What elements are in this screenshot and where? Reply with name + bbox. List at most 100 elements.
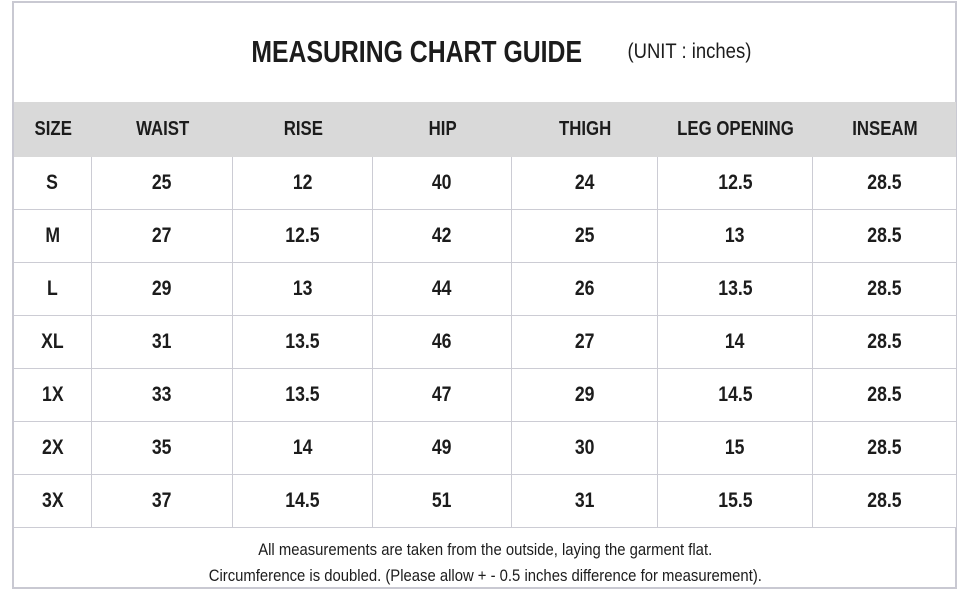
measurement-cell: 33 — [92, 369, 233, 421]
measurement-cell: 49 — [373, 422, 512, 474]
cell-value: 28.5 — [867, 330, 902, 353]
cell-value: 13 — [292, 277, 313, 300]
measurement-cell: 13 — [233, 263, 373, 315]
cell-value: 49 — [432, 436, 452, 459]
cell-value: 40 — [432, 171, 452, 194]
cell-value: 3X — [41, 489, 64, 512]
table-row: S 25 12 40 24 12.5 28.5 — [14, 157, 956, 210]
cell-value: 14 — [292, 436, 313, 459]
measurement-cell: 27 — [92, 210, 233, 262]
table-row: 3X 37 14.5 51 31 15.5 28.5 — [14, 475, 956, 528]
note-line-1-text: All measurements are taken from the outs… — [258, 541, 712, 559]
measurement-cell: 13.5 — [233, 316, 373, 368]
cell-value: 29 — [152, 277, 172, 300]
size-label-cell: M — [14, 210, 92, 262]
cell-value: S — [46, 171, 59, 194]
cell-value: 28.5 — [867, 171, 902, 194]
cell-value: 12 — [292, 171, 313, 194]
page-title: MEASURING CHART GUIDE (UNIT : inches) — [0, 34, 970, 70]
cell-value: 37 — [152, 489, 172, 512]
cell-value: 15.5 — [717, 489, 753, 512]
size-chart-table: SIZE WAIST RISE HIP THIGH LEG OPENING INSEAM S… — [14, 102, 956, 528]
cell-value: 27 — [574, 330, 595, 353]
cell-value: 14.5 — [717, 383, 753, 406]
cell-value: 31 — [574, 489, 595, 512]
cell-value: 13.5 — [285, 330, 320, 353]
size-label-cell: XL — [14, 316, 92, 368]
cell-value: 25 — [152, 171, 172, 194]
measurement-cell: 27 — [512, 316, 658, 368]
measurement-cell: 30 — [512, 422, 658, 474]
measurement-cell: 13 — [658, 210, 813, 262]
measurement-cell: 47 — [373, 369, 512, 421]
measurement-cell: 28.5 — [813, 422, 956, 474]
header-cell-label: WAIST — [135, 118, 190, 140]
cell-value: 30 — [574, 436, 595, 459]
table-row: 1X 33 13.5 47 29 14.5 28.5 — [14, 369, 956, 422]
header-cell-leg-opening: LEG OPENING — [658, 102, 813, 157]
cell-value: 26 — [574, 277, 595, 300]
measurement-cell: 25 — [512, 210, 658, 262]
cell-value: 12.5 — [717, 171, 753, 194]
cell-value: 24 — [574, 171, 595, 194]
note-line-2-text: Circumference is doubled. (Please allow … — [208, 567, 762, 585]
measurement-cell: 44 — [373, 263, 512, 315]
measurement-cell: 31 — [512, 475, 658, 527]
measurement-cell: 40 — [373, 157, 512, 209]
measurement-cell: 28.5 — [813, 316, 956, 368]
cell-value: 25 — [574, 224, 595, 247]
header-cell-size: SIZE — [14, 102, 92, 157]
cell-value: 42 — [432, 224, 452, 247]
measurement-cell: 29 — [512, 369, 658, 421]
cell-value: 31 — [152, 330, 172, 353]
cell-value: 33 — [152, 383, 172, 406]
header-cell-inseam: INSEAM — [813, 102, 956, 157]
measurement-cell: 12 — [233, 157, 373, 209]
header-cell-label: RISE — [283, 118, 323, 140]
cell-value: 28.5 — [867, 383, 902, 406]
unit-label: (UNIT : inches) — [627, 40, 752, 63]
cell-value: M — [45, 224, 60, 247]
measurement-cell: 13.5 — [233, 369, 373, 421]
size-label-cell: S — [14, 157, 92, 209]
measurement-cell: 24 — [512, 157, 658, 209]
table-row: XL 31 13.5 46 27 14 28.5 — [14, 316, 956, 369]
measurement-cell: 14 — [658, 316, 813, 368]
measurement-cell: 12.5 — [658, 157, 813, 209]
measurement-cell: 12.5 — [233, 210, 373, 262]
cell-value: 13 — [725, 224, 745, 247]
header-cell-label: INSEAM — [851, 118, 918, 140]
cell-value: 14 — [725, 330, 745, 353]
cell-value: 27 — [152, 224, 172, 247]
measurement-cell: 28.5 — [813, 157, 956, 209]
cell-value: 1X — [41, 383, 64, 406]
measurement-cell: 14 — [233, 422, 373, 474]
size-label-cell: 1X — [14, 369, 92, 421]
cell-value: 28.5 — [867, 224, 902, 247]
note-line-2: Circumference is doubled. (Please allow … — [0, 563, 970, 589]
cell-value: 2X — [41, 436, 64, 459]
cell-value: 47 — [432, 383, 452, 406]
header-cell-rise: RISE — [233, 102, 373, 157]
cell-value: 28.5 — [867, 436, 902, 459]
header-cell-thigh: THIGH — [512, 102, 658, 157]
size-label-cell: 2X — [14, 422, 92, 474]
cell-value: 12.5 — [285, 224, 320, 247]
note-line-1: All measurements are taken from the outs… — [0, 537, 970, 563]
measurement-cell: 35 — [92, 422, 233, 474]
measurement-cell: 28.5 — [813, 263, 956, 315]
page-title-text: MEASURING CHART GUIDE — [251, 34, 582, 69]
header-cell-waist: WAIST — [92, 102, 233, 157]
cell-value: 51 — [432, 489, 452, 512]
header-cell-label: LEG OPENING — [677, 118, 794, 140]
table-row: M 27 12.5 42 25 13 28.5 — [14, 210, 956, 263]
cell-value: 13.5 — [285, 383, 320, 406]
cell-value: XL — [41, 330, 64, 353]
table-body: S 25 12 40 24 12.5 28.5 M 27 12.5 42 25 13 28.5 L 29 13 4… — [14, 157, 956, 528]
table-header-row: SIZE WAIST RISE HIP THIGH LEG OPENING INSEAM — [14, 102, 956, 157]
cell-value: 46 — [432, 330, 452, 353]
size-label-cell: L — [14, 263, 92, 315]
header-cell-label: HIP — [428, 118, 457, 140]
footer-notes: All measurements are taken from the outs… — [0, 537, 970, 589]
